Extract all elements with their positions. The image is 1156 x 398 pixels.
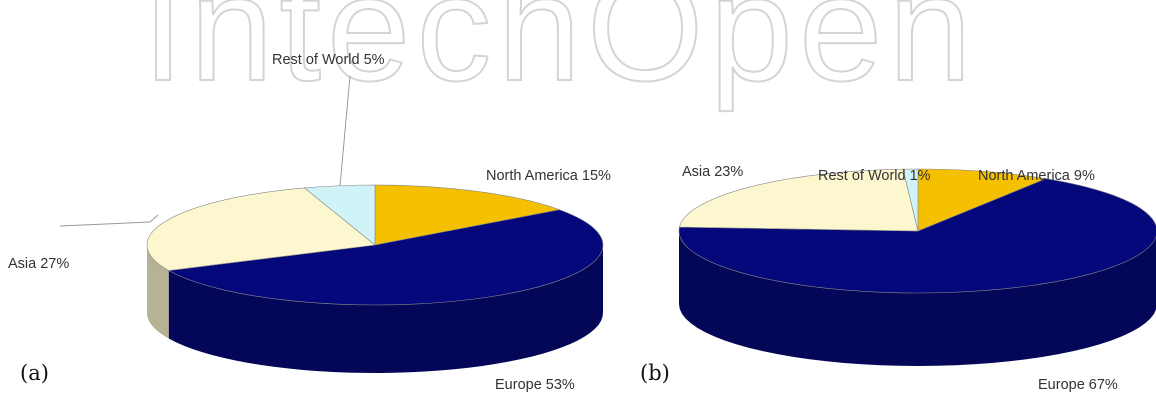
pie-slice-europe — [167, 209, 604, 306]
pie-slice-europe — [678, 178, 1156, 294]
pie-slice-rest-of-world — [303, 184, 376, 246]
svg-text:IntechOpen: IntechOpen — [142, 0, 978, 112]
watermark-logo: IntechOpen — [141, 0, 978, 113]
pie-side-europe — [679, 231, 1156, 366]
chart-a: North America 15% Europe 53% Asia 27% Rest … — [8, 52, 611, 393]
pie-side-europe — [168, 245, 603, 373]
pie-slice-asia — [146, 187, 376, 271]
leader-line-asia — [59, 214, 159, 227]
slice-label-europe: Europe 67% — [1038, 377, 1118, 393]
chart-b: North America 9% Europe 67% Asia 23% Rest o… — [640, 164, 1156, 393]
slice-label-asia: Asia 27% — [8, 256, 69, 272]
pie-slice-north-america — [374, 184, 561, 246]
slice-label-europe: Europe 53% — [495, 377, 575, 393]
slice-label-rest-of-world: Rest of World 1% — [818, 168, 931, 184]
panel-label: (b) — [640, 361, 670, 385]
slice-label-north-america: North America 15% — [486, 168, 611, 184]
slice-label-north-america: North America 9% — [978, 168, 1095, 184]
pie-slice-north-america — [917, 168, 1048, 232]
pie-side-asia — [147, 245, 169, 339]
slice-label-rest-of-world: Rest of World 5% — [272, 52, 385, 68]
panel-label: (a) — [20, 361, 49, 385]
pie-slice-rest-of-world — [902, 168, 919, 232]
pie-slice-asia — [679, 168, 919, 232]
leader-line-rest-of-world — [339, 75, 351, 187]
slice-label-asia: Asia 23% — [682, 164, 743, 180]
